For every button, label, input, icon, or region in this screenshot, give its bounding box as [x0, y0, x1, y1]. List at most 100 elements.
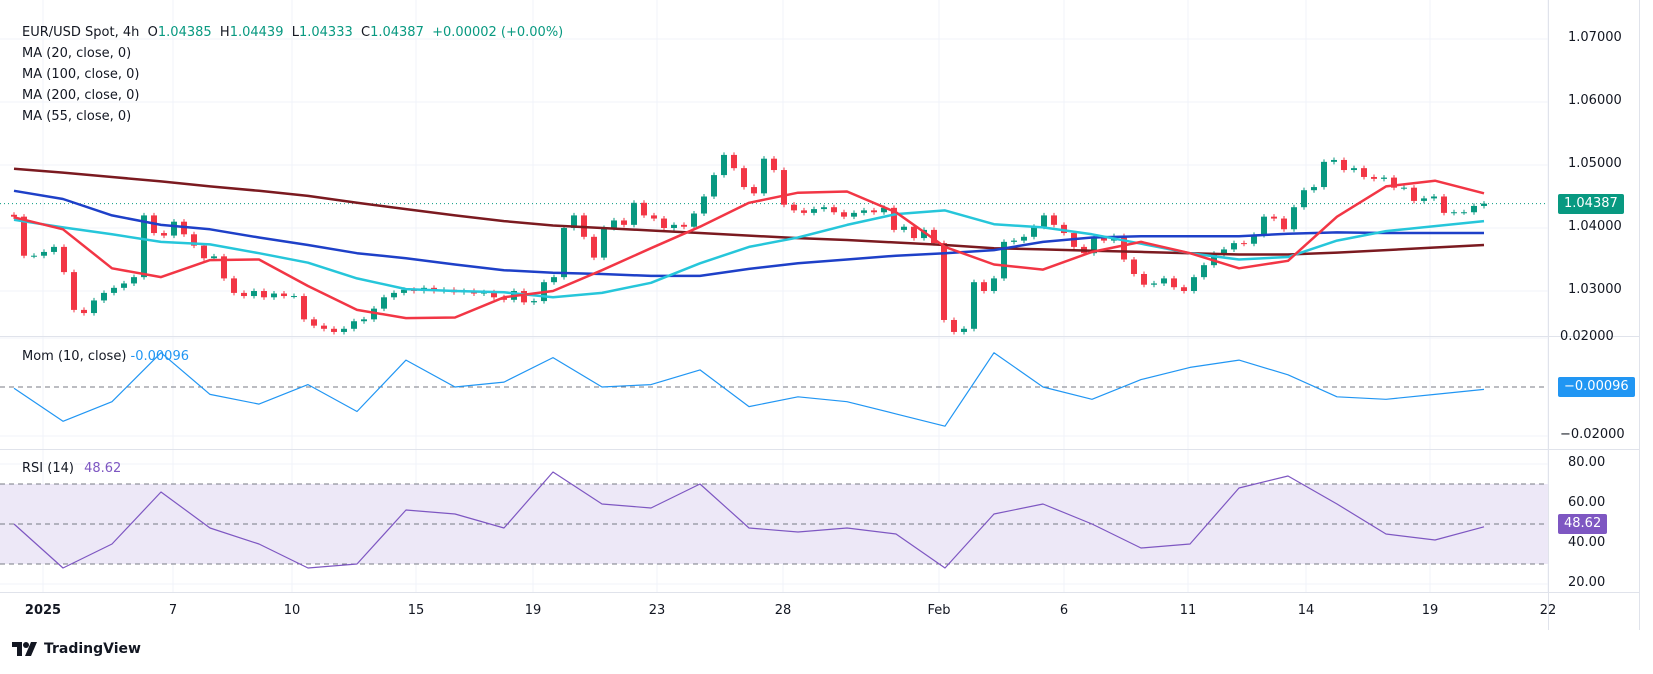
candle [1261, 214, 1267, 238]
time-axis-label: 7 [168, 603, 178, 618]
candle [841, 209, 847, 220]
time-axis-label: 28 [774, 603, 792, 618]
candle-body [1221, 249, 1227, 254]
candle-body [891, 207, 897, 230]
candle-body [1271, 216, 1277, 219]
candle-body [1231, 243, 1237, 250]
time-axis-label: 10 [283, 603, 301, 618]
candle [191, 231, 197, 249]
candle [1301, 187, 1307, 210]
candle-body [1241, 243, 1247, 245]
time-axis-label: 2025 [24, 603, 62, 618]
ma55-legend[interactable]: MA (55, close, 0) [22, 109, 132, 124]
candle [601, 225, 607, 261]
candle-body [911, 226, 917, 239]
candle [631, 200, 637, 228]
candle-body [321, 325, 327, 329]
candle [131, 274, 137, 286]
candle [1061, 222, 1067, 236]
symbol-legend: EUR/USD Spot, 4h O1.04385 H1.04439 L1.04… [22, 25, 563, 40]
candle [651, 212, 657, 222]
candle-body [161, 233, 167, 236]
candle [1201, 262, 1207, 280]
candle [851, 210, 857, 220]
candle [761, 156, 767, 196]
candle-body [301, 296, 307, 320]
candle-body [401, 289, 407, 293]
candle-body [391, 292, 397, 298]
candle [821, 204, 827, 212]
candle [551, 274, 557, 285]
rsi-legend[interactable]: RSI (14) 48.62 [22, 461, 121, 476]
candle [591, 234, 597, 261]
momentum-legend[interactable]: Mom (10, close) -0.00096 [22, 349, 189, 364]
candle [311, 316, 317, 329]
candle-body [361, 319, 367, 322]
ma20-legend[interactable]: MA (20, close, 0) [22, 46, 132, 61]
candle [1001, 239, 1007, 281]
candle [751, 184, 757, 196]
candle [1191, 274, 1197, 294]
ma100-legend[interactable]: MA (100, close, 0) [22, 67, 140, 82]
candle-body [1031, 226, 1037, 237]
candle-body [291, 296, 297, 298]
candle-body [1191, 277, 1197, 291]
candle-body [721, 154, 727, 176]
candle-body [961, 328, 967, 332]
candle-body [31, 255, 37, 257]
candle-body [531, 301, 537, 303]
price-axis-label: 1.05000 [1568, 156, 1622, 171]
rsi-value-badge: 48.62 [1558, 514, 1608, 534]
candle-body [121, 283, 127, 288]
candle [561, 225, 567, 280]
candle-body [331, 328, 337, 332]
candle-body [111, 287, 117, 293]
close-label: C [361, 25, 371, 40]
candle [291, 293, 297, 299]
candle [141, 212, 147, 280]
candle-body [1441, 196, 1447, 213]
candle [1011, 238, 1017, 245]
time-axis-label: 19 [524, 603, 542, 618]
candle [1321, 159, 1327, 190]
candle-body [631, 202, 637, 225]
candle [51, 244, 57, 255]
candle [1291, 204, 1297, 232]
candle-body [1391, 177, 1397, 188]
rsi-axis-label: 80.00 [1568, 455, 1606, 470]
candle-body [231, 278, 237, 293]
ma55-line [13, 209, 1485, 299]
candle [31, 253, 37, 259]
rsi-legend-value: 48.62 [84, 461, 122, 476]
candle [1141, 271, 1147, 288]
candle-body [191, 234, 197, 246]
candle-body [61, 246, 67, 273]
price-axis-label: 1.03000 [1568, 282, 1622, 297]
candle [701, 193, 707, 217]
candle-body [171, 221, 177, 236]
candle-body [81, 309, 87, 314]
candle-body [831, 207, 837, 213]
candle [1051, 212, 1057, 228]
momentum-axis-label: 0.02000 [1560, 329, 1614, 344]
candle [271, 291, 277, 300]
time-axis-label: 15 [407, 603, 425, 618]
momentum-legend-value: -0.00096 [130, 349, 189, 364]
candle-body [241, 292, 247, 297]
last-price-badge: 1.04387 [1558, 194, 1624, 214]
ma200-legend[interactable]: MA (200, close, 0) [22, 88, 140, 103]
tradingview-logo[interactable]: TradingView [12, 641, 141, 657]
ma200-line [13, 167, 1485, 256]
momentum-value-badge: −0.00096 [1558, 377, 1635, 397]
candle [961, 326, 967, 335]
high-label: H [219, 25, 230, 40]
close-value: 1.04387 [370, 25, 424, 40]
candle-body [601, 228, 607, 258]
candle [681, 222, 687, 230]
candle-body [1281, 218, 1287, 230]
candle [61, 244, 67, 275]
candle-body [1011, 240, 1017, 242]
candle-body [801, 210, 807, 213]
candle-body [71, 272, 77, 310]
